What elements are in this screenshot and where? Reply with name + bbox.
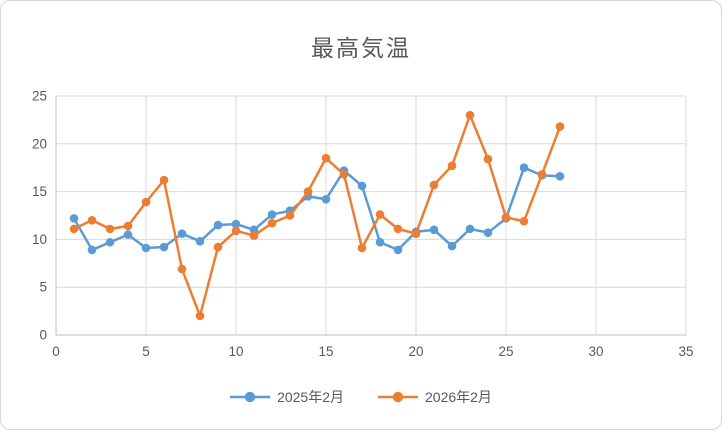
data-point-series-1 (105, 224, 115, 234)
x-tick-label: 25 (498, 344, 513, 359)
data-point-series-0 (267, 210, 277, 219)
data-point-series-1 (213, 242, 223, 252)
y-tick-label: 5 (39, 280, 47, 295)
data-point-series-1 (285, 211, 295, 220)
data-point-series-0 (213, 220, 223, 230)
chart-title: 最高気温 (311, 35, 411, 61)
legend-marker-2025-icon (230, 391, 271, 403)
data-point-series-0 (321, 194, 331, 204)
chart-legend: 2025年2月 2026年2月 (1, 387, 721, 407)
y-tick-label: 0 (39, 328, 47, 343)
data-point-series-1 (375, 210, 385, 219)
data-point-series-0 (375, 237, 385, 247)
y-tick-label: 25 (32, 89, 47, 104)
data-point-series-1 (123, 221, 133, 231)
data-point-series-0 (393, 245, 403, 255)
data-point-series-0 (519, 163, 529, 172)
data-point-series-1 (321, 153, 331, 163)
series-line-0 (72, 166, 562, 252)
data-point-series-1 (447, 161, 457, 171)
data-point-series-1 (249, 231, 259, 240)
legend-label-2025: 2025年2月 (277, 389, 344, 405)
y-tick-label: 10 (32, 232, 47, 247)
data-point-series-0 (195, 237, 205, 246)
legend-marker-2026-icon (378, 391, 418, 403)
data-point-series-0 (123, 230, 133, 239)
data-point-series-1 (483, 154, 493, 164)
data-point-series-1 (87, 215, 97, 225)
data-point-series-0 (69, 214, 79, 223)
data-point-series-0 (357, 181, 367, 191)
x-tick-label: 15 (318, 344, 333, 359)
data-point-series-0 (177, 229, 187, 238)
data-point-series-0 (555, 172, 565, 181)
data-point-series-1 (555, 122, 565, 131)
data-point-series-1 (69, 224, 79, 234)
x-tick-label: 5 (142, 344, 150, 359)
x-tick-label: 0 (52, 344, 60, 359)
data-point-series-1 (465, 110, 475, 120)
data-point-series-1 (141, 197, 151, 207)
data-point-series-1 (519, 216, 529, 226)
data-point-series-1 (339, 170, 349, 179)
data-point-series-1 (267, 218, 277, 228)
x-tick-label: 20 (408, 344, 423, 359)
data-point-series-0 (141, 243, 151, 253)
x-tick-label: 30 (588, 344, 603, 359)
data-point-series-0 (483, 228, 493, 238)
data-point-series-1 (429, 180, 439, 190)
data-point-series-0 (231, 219, 241, 229)
data-point-series-1 (501, 213, 511, 222)
data-point-series-1 (357, 243, 367, 253)
y-tick-label: 15 (32, 184, 47, 199)
data-point-series-0 (429, 225, 439, 235)
series-line-1 (72, 113, 562, 318)
data-point-series-1 (537, 170, 547, 179)
x-tick-label: 10 (228, 344, 243, 359)
data-point-series-1 (177, 264, 187, 274)
data-point-series-1 (195, 311, 205, 321)
legend-item-2025[interactable]: 2025年2月 (230, 387, 344, 407)
data-point-series-1 (393, 224, 403, 234)
legend-item-2026[interactable]: 2026年2月 (378, 387, 492, 407)
data-point-series-0 (447, 241, 457, 251)
legend-label-2026: 2026年2月 (425, 389, 492, 405)
data-point-series-0 (159, 242, 169, 252)
data-point-series-1 (411, 229, 421, 238)
data-point-series-1 (303, 187, 313, 196)
data-point-series-1 (159, 175, 169, 185)
data-point-series-0 (87, 245, 97, 255)
data-point-series-0 (465, 224, 475, 234)
y-tick-label: 20 (32, 136, 47, 151)
data-point-series-1 (231, 226, 241, 236)
data-point-series-0 (105, 237, 115, 247)
x-tick-label: 35 (678, 344, 693, 359)
